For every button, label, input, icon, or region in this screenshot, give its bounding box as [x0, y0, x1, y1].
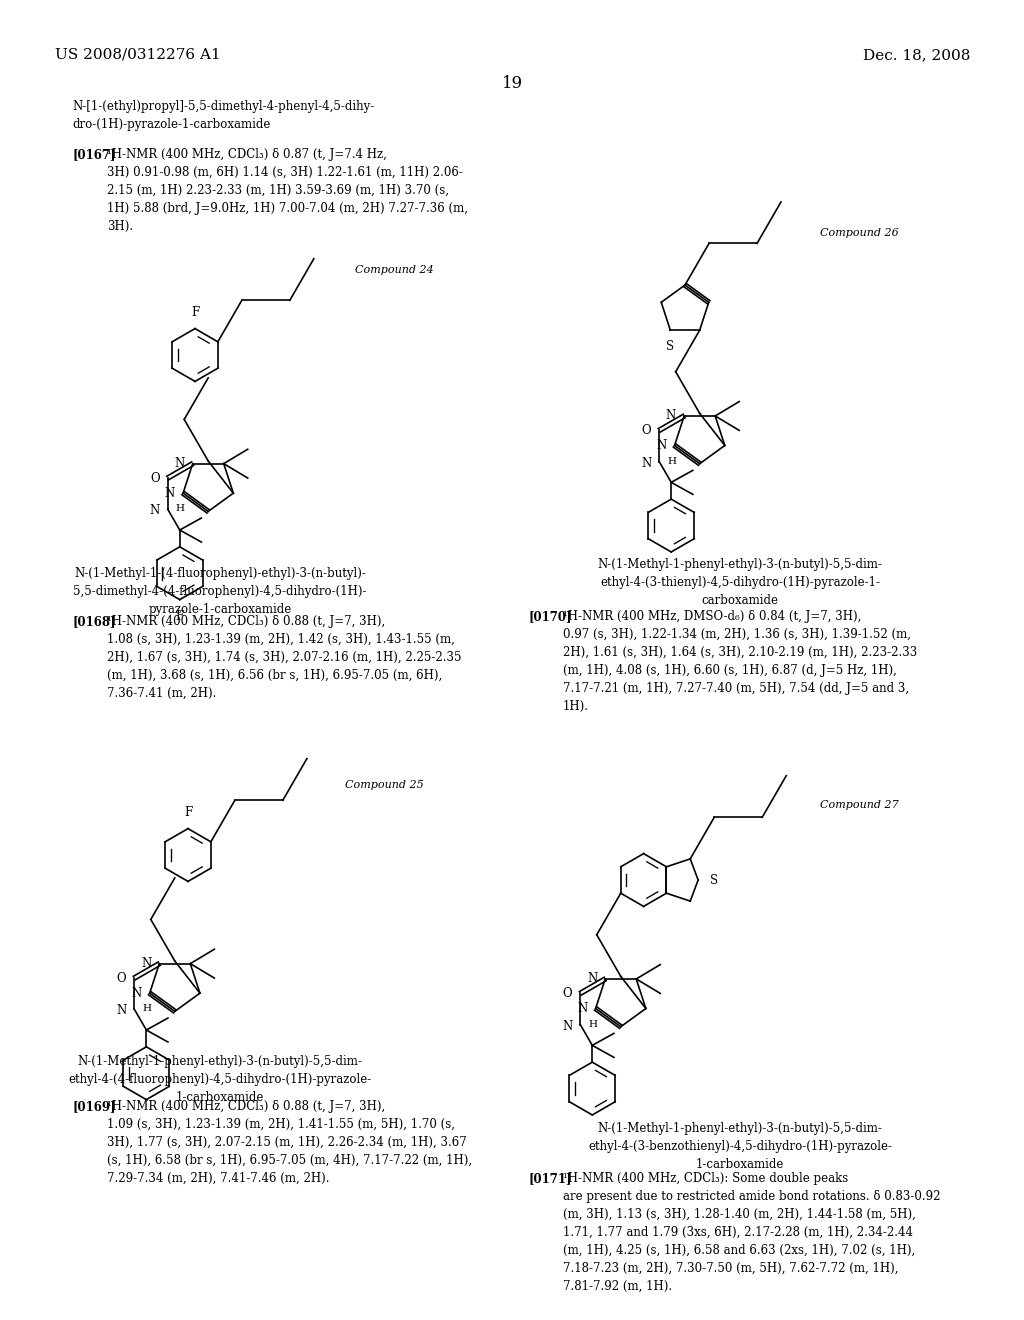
Text: ¹H-NMR (400 MHz, CDCl₃): Some double peaks
are present due to restricted amide b: ¹H-NMR (400 MHz, CDCl₃): Some double pea…	[563, 1172, 940, 1294]
Text: O: O	[117, 972, 126, 985]
Text: ¹H-NMR (400 MHz, DMSO-d₆) δ 0.84 (t, J=7, 3H),
0.97 (s, 3H), 1.22-1.34 (m, 2H), : ¹H-NMR (400 MHz, DMSO-d₆) δ 0.84 (t, J=7…	[563, 610, 918, 713]
Text: [0169]: [0169]	[72, 1100, 116, 1113]
Text: F: F	[190, 306, 199, 318]
Text: Compound 24: Compound 24	[355, 265, 434, 275]
Text: Compound 26: Compound 26	[820, 228, 899, 238]
Text: H: H	[588, 1019, 597, 1028]
Text: F: F	[175, 610, 184, 623]
Text: N: N	[578, 1002, 588, 1015]
Text: N: N	[141, 957, 152, 970]
Text: N: N	[656, 440, 667, 451]
Text: N-(1-Methyl-1-phenyl-ethyl)-3-(n-butyl)-5,5-dim-
ethyl-4-(3-benzothienyl)-4,5-di: N-(1-Methyl-1-phenyl-ethyl)-3-(n-butyl)-…	[588, 1122, 892, 1171]
Text: N: N	[150, 504, 160, 517]
Text: S: S	[710, 874, 718, 887]
Text: S: S	[667, 341, 675, 354]
Text: ¹H-NMR (400 MHz, CDCl₃) δ 0.87 (t, J=7.4 Hz,
3H) 0.91-0.98 (m, 6H) 1.14 (s, 3H) : ¹H-NMR (400 MHz, CDCl₃) δ 0.87 (t, J=7.4…	[106, 148, 468, 234]
Text: F: F	[184, 805, 193, 818]
Text: H: H	[668, 457, 676, 466]
Text: ¹H-NMR (400 MHz, CDCl₃) δ 0.88 (t, J=7, 3H),
1.08 (s, 3H), 1.23-1.39 (m, 2H), 1.: ¹H-NMR (400 MHz, CDCl₃) δ 0.88 (t, J=7, …	[106, 615, 462, 700]
Text: [0170]: [0170]	[528, 610, 571, 623]
Text: N: N	[666, 409, 676, 422]
Text: N-(1-Methyl-1-(4-fluorophenyl)-ethyl)-3-(n-butyl)-
5,5-dimethyl-4-(4-fluoropheny: N-(1-Methyl-1-(4-fluorophenyl)-ethyl)-3-…	[74, 568, 367, 616]
Text: ¹H-NMR (400 MHz, CDCl₃) δ 0.88 (t, J=7, 3H),
1.09 (s, 3H), 1.23-1.39 (m, 2H), 1.: ¹H-NMR (400 MHz, CDCl₃) δ 0.88 (t, J=7, …	[106, 1100, 472, 1185]
Text: H: H	[176, 504, 184, 513]
Text: Compound 25: Compound 25	[345, 780, 424, 789]
Text: Dec. 18, 2008: Dec. 18, 2008	[862, 48, 970, 62]
Text: N: N	[116, 1005, 126, 1018]
Text: H: H	[142, 1005, 152, 1014]
Text: O: O	[562, 987, 572, 999]
Text: US 2008/0312276 A1: US 2008/0312276 A1	[55, 48, 221, 62]
Text: 19: 19	[502, 75, 522, 92]
Text: N: N	[165, 487, 175, 500]
Text: N: N	[641, 457, 651, 470]
Text: N: N	[131, 986, 141, 999]
Text: N-[1-(ethyl)propyl]-5,5-dimethyl-4-phenyl-4,5-dihy-
dro-(1H)-pyrazole-1-carboxam: N-[1-(ethyl)propyl]-5,5-dimethyl-4-pheny…	[72, 100, 374, 131]
Text: [0168]: [0168]	[72, 615, 116, 628]
Text: N: N	[587, 973, 597, 986]
Text: O: O	[151, 471, 160, 484]
Text: N-(1-Methyl-1-phenyl-ethyl)-3-(n-butyl)-5,5-dim-
ethyl-4-(3-thienyl)-4,5-dihydro: N-(1-Methyl-1-phenyl-ethyl)-3-(n-butyl)-…	[598, 558, 883, 607]
Text: N: N	[174, 457, 184, 470]
Text: [0171]: [0171]	[528, 1172, 571, 1185]
Text: N: N	[562, 1019, 572, 1032]
Text: [0167]: [0167]	[72, 148, 116, 161]
Text: Compound 27: Compound 27	[820, 800, 899, 810]
Text: N-(1-Methyl-1-phenyl-ethyl)-3-(n-butyl)-5,5-dim-
ethyl-4-(4-fluorophenyl)-4,5-di: N-(1-Methyl-1-phenyl-ethyl)-3-(n-butyl)-…	[69, 1055, 372, 1104]
Text: O: O	[642, 424, 651, 437]
